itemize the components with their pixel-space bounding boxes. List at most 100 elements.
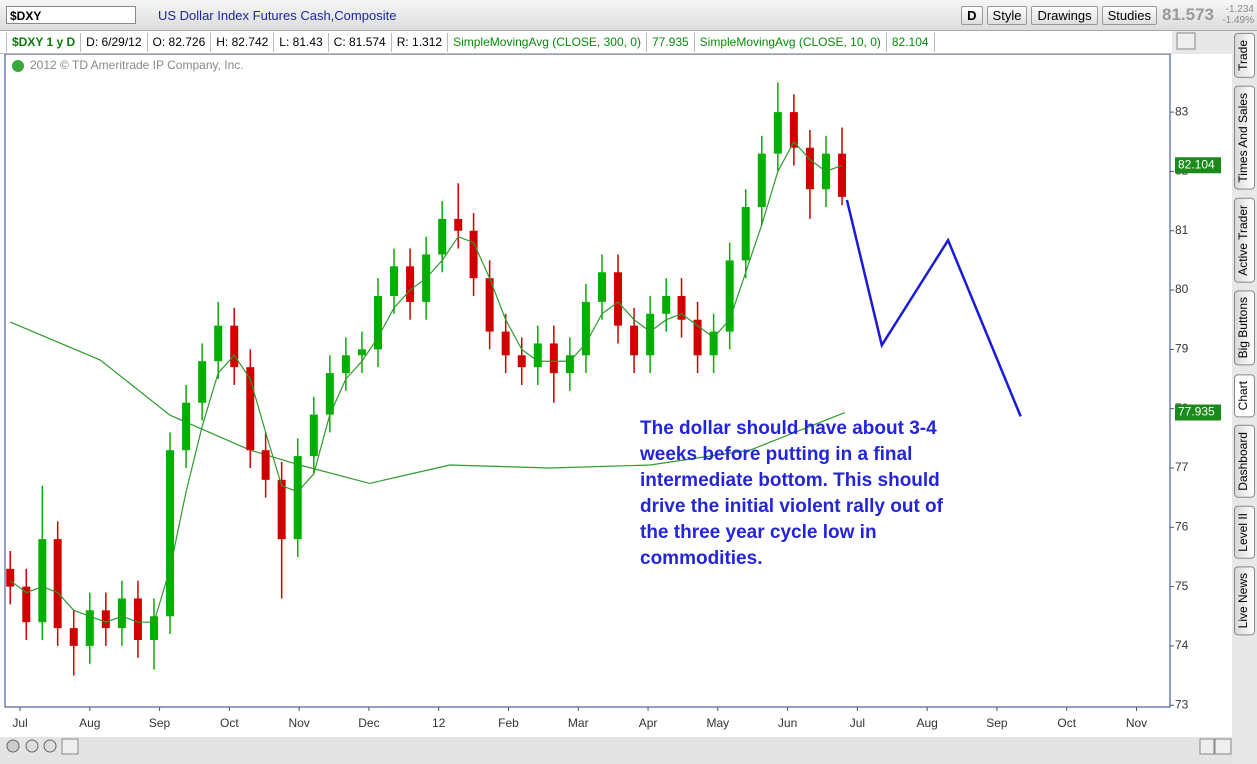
- scroll-button[interactable]: [1199, 738, 1215, 755]
- candle-body: [406, 266, 415, 302]
- candle-body: [390, 266, 399, 296]
- candle-body: [214, 325, 223, 362]
- side-tab[interactable]: Level II: [1234, 505, 1255, 559]
- candle-body: [838, 153, 847, 197]
- side-tab[interactable]: Chart: [1234, 373, 1255, 417]
- price-tag-label: 77.935: [1178, 405, 1215, 419]
- x-tick-label: Jul: [12, 716, 27, 730]
- side-tab[interactable]: Big Buttons: [1234, 290, 1255, 366]
- candle-body: [357, 349, 366, 356]
- candle-body: [22, 586, 31, 623]
- side-tab[interactable]: Active Trader: [1234, 197, 1255, 283]
- x-tick-label: Oct: [220, 716, 239, 730]
- bottom-bar: [0, 737, 1232, 764]
- info-icon: [12, 60, 24, 72]
- net-change: -1.234: [1225, 4, 1254, 15]
- study-name: SimpleMovingAvg (CLOSE, 300, 0): [448, 32, 647, 52]
- candle-body: [597, 272, 606, 302]
- candle-body: [198, 361, 207, 403]
- side-tabs: Trade Times And Sales Active Trader Big …: [1234, 33, 1255, 636]
- chart-label: $DXY 1 y D: [6, 32, 82, 52]
- candle-body: [182, 402, 191, 451]
- candle-body: [581, 301, 590, 356]
- candle-body: [630, 325, 639, 356]
- x-tick-label: Nov: [288, 716, 309, 730]
- candle-body: [69, 628, 78, 646]
- x-tick-label: Sep: [986, 716, 1008, 730]
- toolbar: $DXY US Dollar Index Futures Cash,Compos…: [0, 0, 1257, 31]
- annotation: The dollar should have about 3-4 weeks b…: [640, 418, 943, 569]
- candle-body: [293, 456, 302, 540]
- watermark: 2012 © TD Ameritrade IP Company, Inc.: [30, 58, 244, 72]
- candle-body: [101, 610, 110, 629]
- candle-body: [757, 153, 766, 208]
- expand-button[interactable]: [1214, 738, 1232, 755]
- x-tick-label: Mar: [568, 716, 589, 730]
- candle-body: [693, 319, 702, 356]
- candle-body: [741, 207, 750, 261]
- candle-body: [149, 616, 158, 640]
- study-value: 77.935: [647, 32, 695, 52]
- candle-body: [565, 355, 574, 374]
- period-button[interactable]: D: [961, 5, 983, 25]
- y-tick-label: 77: [1175, 460, 1189, 474]
- studies-button[interactable]: Studies: [1101, 5, 1157, 25]
- y-tick-label: 79: [1175, 342, 1189, 356]
- price-tag: [1175, 157, 1221, 174]
- projection-line: [845, 199, 1022, 417]
- candle-body: [246, 367, 255, 451]
- date-field: D: 6/29/12: [81, 32, 148, 52]
- candle-body: [646, 313, 655, 356]
- candle-body: [709, 331, 718, 356]
- pan-icon[interactable]: [6, 739, 20, 753]
- zoom-in-icon[interactable]: [25, 739, 39, 753]
- x-tick-label: Aug: [79, 716, 100, 730]
- candle-body: [438, 218, 447, 255]
- text-tool[interactable]: [61, 738, 79, 755]
- candle-body: [373, 295, 382, 350]
- last-price: 81.573: [1162, 5, 1214, 24]
- x-tick-label: Dec: [358, 716, 379, 730]
- candle-body: [341, 355, 350, 374]
- candle-body: [789, 112, 798, 148]
- candle-body: [725, 260, 734, 332]
- y-tick-label: 75: [1175, 579, 1189, 593]
- candle-body: [166, 450, 175, 617]
- candle-body: [325, 373, 334, 415]
- x-tick-label: 12: [432, 716, 446, 730]
- drawings-button[interactable]: Drawings: [1031, 5, 1098, 25]
- candle-body: [309, 414, 318, 457]
- plot-area: [4, 53, 1171, 708]
- zoom-out-icon[interactable]: [43, 739, 57, 753]
- symbol-box[interactable]: $DXY: [6, 6, 136, 24]
- style-button[interactable]: Style: [986, 5, 1028, 25]
- pct-change: -1.49%: [1222, 15, 1254, 26]
- x-tick-label: Apr: [639, 716, 658, 730]
- side-tab[interactable]: Trade: [1234, 33, 1255, 78]
- side-tab[interactable]: Dashboard: [1234, 424, 1255, 498]
- x-tick-label: Sep: [149, 716, 171, 730]
- side-tab[interactable]: Times And Sales: [1234, 85, 1255, 190]
- x-tick-label: Aug: [916, 716, 937, 730]
- side-tab[interactable]: Live News: [1234, 566, 1255, 636]
- candle-body: [53, 539, 62, 629]
- x-tick-label: May: [706, 716, 729, 730]
- candle-body: [230, 325, 239, 368]
- candle-body: [454, 218, 463, 231]
- x-tick-label: Jul: [850, 716, 865, 730]
- price-tag: [1175, 404, 1221, 421]
- x-tick-label: Oct: [1057, 716, 1076, 730]
- candle-body: [677, 295, 686, 320]
- drawing-icon[interactable]: [1176, 32, 1196, 50]
- x-tick-label: Jun: [778, 716, 797, 730]
- candle-body: [117, 598, 126, 629]
- sma10-line: [9, 140, 843, 623]
- x-tick-label: Nov: [1126, 716, 1147, 730]
- candle-body: [517, 355, 526, 368]
- candle-body: [805, 147, 814, 190]
- study-bar: $DXY 1 y D D: 6/29/12 O: 82.726 H: 82.74…: [0, 31, 1172, 54]
- y-tick-label: 83: [1175, 104, 1189, 118]
- symbol-description: US Dollar Index Futures Cash,Composite: [158, 7, 397, 23]
